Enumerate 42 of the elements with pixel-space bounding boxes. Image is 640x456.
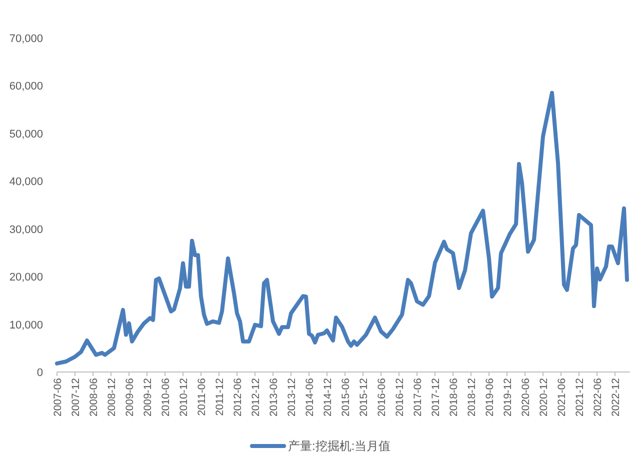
x-tick-label: 2011-06 — [196, 378, 208, 416]
x-tick-label: 2014-06 — [304, 378, 316, 417]
y-tick-label: 10,000 — [9, 319, 43, 332]
x-tick-label: 2020-06 — [520, 378, 532, 417]
y-tick-label: 30,000 — [9, 224, 43, 236]
x-tick-label: 2009-12 — [142, 378, 154, 417]
x-tick-label: 2007-06 — [52, 378, 64, 417]
x-tick-label: 2019-12 — [502, 378, 514, 417]
y-tick-label: 60,000 — [9, 80, 43, 93]
x-tick-label: 2018-12 — [466, 378, 478, 417]
x-tick-label: 2015-12 — [358, 378, 370, 417]
x-tick-label: 2022-06 — [592, 378, 604, 417]
x-tick-label: 2015-06 — [340, 378, 352, 417]
x-tick-label: 2017-12 — [430, 378, 442, 417]
x-tick-label: 2007-12 — [70, 378, 82, 417]
y-tick-label: 0 — [36, 367, 43, 379]
x-tick-label: 2010-06 — [160, 378, 172, 417]
x-tick-label: 2013-06 — [268, 378, 280, 417]
line-series — [55, 90, 629, 366]
x-tick-label: 2013-12 — [286, 378, 298, 417]
x-tick-label: 2012-06 — [232, 378, 244, 417]
y-tick-label: 20,000 — [9, 272, 43, 284]
x-tick-label: 2021-12 — [574, 378, 586, 417]
x-tick-label: 2021-06 — [556, 378, 568, 417]
x-tick-label: 2019-06 — [484, 378, 496, 417]
x-tick-label: 2022-12 — [610, 378, 622, 417]
x-tick-label: 2011-12 — [214, 378, 226, 416]
x-tick-label: 2018-06 — [448, 378, 460, 417]
legend-label: 产量:挖掘机:当月值 — [288, 439, 391, 453]
x-tick-label: 2020-12 — [538, 378, 550, 417]
x-tick-label: 2017-06 — [412, 378, 424, 417]
x-tick-label: 2016-06 — [376, 378, 388, 417]
x-tick-label: 2016-12 — [394, 378, 406, 417]
x-tick-label: 2010-12 — [178, 378, 190, 417]
x-tick-label: 2014-12 — [322, 378, 334, 417]
x-tick-label: 2008-06 — [88, 378, 100, 417]
y-tick-label: 40,000 — [9, 176, 43, 188]
y-tick-label: 50,000 — [9, 128, 43, 140]
x-tick-label: 2008-12 — [106, 378, 118, 417]
x-tick-label: 2012-12 — [250, 378, 262, 417]
y-tick-label: 70,000 — [9, 33, 43, 45]
x-tick-label: 2009-06 — [124, 378, 136, 417]
